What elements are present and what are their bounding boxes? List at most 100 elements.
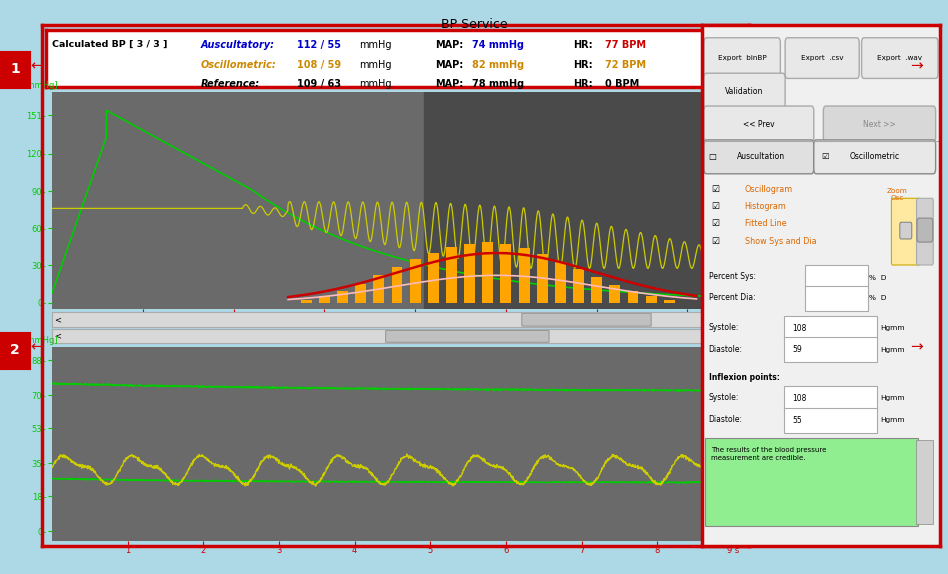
- Text: ←: ←: [30, 59, 43, 73]
- Text: 4: 4: [921, 343, 930, 358]
- Bar: [410, 259, 421, 302]
- Text: HR:: HR:: [574, 79, 593, 89]
- Text: >: >: [723, 315, 731, 324]
- Text: 108: 108: [793, 324, 807, 332]
- Text: Export  binBP: Export binBP: [718, 55, 767, 61]
- Text: >: >: [723, 332, 731, 341]
- Text: 1: 1: [10, 62, 20, 76]
- Bar: [646, 296, 657, 302]
- Text: mmHg: mmHg: [359, 40, 392, 50]
- Text: ☑: ☑: [821, 152, 829, 161]
- FancyBboxPatch shape: [806, 286, 867, 311]
- Text: MAP:: MAP:: [435, 79, 464, 89]
- Text: Oscillometric:: Oscillometric:: [201, 60, 277, 69]
- Text: 109 / 63: 109 / 63: [298, 79, 341, 89]
- FancyBboxPatch shape: [704, 73, 785, 110]
- Text: 77 BPM: 77 BPM: [605, 40, 646, 50]
- Bar: [664, 300, 675, 302]
- Text: Zoom
Osc: Zoom Osc: [887, 188, 908, 201]
- Text: Fitted Line: Fitted Line: [744, 219, 786, 228]
- Text: Validation: Validation: [725, 87, 764, 96]
- FancyBboxPatch shape: [704, 106, 813, 142]
- Text: Systole:: Systole:: [709, 323, 739, 332]
- Text: Systole:: Systole:: [709, 393, 739, 402]
- Text: 72 BPM: 72 BPM: [605, 60, 646, 69]
- Text: □: □: [709, 152, 717, 161]
- Text: Hgmm: Hgmm: [881, 325, 905, 331]
- Text: Hgmm: Hgmm: [881, 417, 905, 423]
- Text: 74 mmHg: 74 mmHg: [472, 40, 524, 50]
- Bar: [337, 291, 348, 302]
- Text: BP Service: BP Service: [441, 18, 507, 32]
- Text: →: →: [910, 340, 922, 355]
- Bar: [425, 92, 733, 309]
- Bar: [392, 267, 403, 302]
- Text: %  D: % D: [868, 274, 886, 281]
- FancyBboxPatch shape: [891, 198, 921, 265]
- FancyBboxPatch shape: [705, 438, 918, 526]
- FancyBboxPatch shape: [916, 440, 933, 524]
- Text: Auscultatory:: Auscultatory:: [201, 40, 275, 50]
- Text: <: <: [54, 315, 62, 324]
- Text: Inflexion points:: Inflexion points:: [709, 373, 779, 382]
- Bar: [483, 242, 493, 302]
- Text: Diastole:: Diastole:: [709, 345, 742, 354]
- Text: Export  .wav: Export .wav: [877, 55, 922, 61]
- Text: HR:: HR:: [574, 40, 593, 50]
- Text: 2: 2: [10, 343, 20, 358]
- Bar: [374, 275, 384, 302]
- FancyBboxPatch shape: [900, 222, 912, 239]
- Text: Histogram: Histogram: [744, 202, 787, 211]
- Text: mmHg: mmHg: [359, 79, 392, 89]
- Text: MAP:: MAP:: [435, 60, 464, 69]
- FancyBboxPatch shape: [386, 331, 549, 342]
- Text: [mmHg]: [mmHg]: [760, 81, 794, 90]
- Bar: [319, 296, 330, 302]
- Text: 3: 3: [921, 62, 930, 76]
- Text: [mmHg]: [mmHg]: [760, 336, 794, 345]
- Text: 82 mmHg: 82 mmHg: [472, 60, 524, 69]
- Bar: [592, 277, 602, 302]
- Bar: [501, 244, 511, 302]
- FancyBboxPatch shape: [806, 265, 867, 290]
- Text: Export  .csv: Export .csv: [801, 55, 844, 61]
- Text: HR:: HR:: [574, 60, 593, 69]
- Text: 59: 59: [793, 346, 802, 355]
- Text: ☑: ☑: [711, 185, 720, 194]
- Text: 108: 108: [793, 394, 807, 403]
- FancyBboxPatch shape: [785, 38, 859, 79]
- Text: ☑: ☑: [711, 219, 720, 228]
- FancyBboxPatch shape: [521, 313, 651, 326]
- FancyBboxPatch shape: [784, 408, 877, 433]
- Bar: [301, 300, 312, 302]
- Text: << Prev: << Prev: [743, 120, 775, 129]
- FancyBboxPatch shape: [917, 218, 933, 242]
- Bar: [574, 269, 584, 302]
- Text: Percent Sys:: Percent Sys:: [709, 272, 756, 281]
- Text: <: <: [54, 332, 62, 341]
- Text: 0 BPM: 0 BPM: [605, 79, 639, 89]
- Text: Hgmm: Hgmm: [881, 347, 905, 353]
- FancyBboxPatch shape: [784, 386, 877, 411]
- FancyBboxPatch shape: [704, 140, 813, 174]
- FancyBboxPatch shape: [862, 38, 938, 79]
- Text: mmHg: mmHg: [359, 60, 392, 69]
- Text: →: →: [910, 59, 922, 73]
- Text: %  D: % D: [868, 296, 886, 301]
- Text: Show Sys and Dia: Show Sys and Dia: [744, 236, 816, 246]
- FancyBboxPatch shape: [813, 140, 936, 174]
- Text: Reference:: Reference:: [201, 79, 260, 89]
- Text: 112 / 55: 112 / 55: [298, 40, 341, 50]
- Bar: [446, 247, 457, 302]
- FancyBboxPatch shape: [824, 106, 936, 142]
- Text: Auscultation: Auscultation: [738, 152, 786, 161]
- FancyBboxPatch shape: [917, 198, 933, 265]
- Text: ☑: ☑: [711, 202, 720, 211]
- Bar: [610, 285, 620, 302]
- Bar: [628, 291, 638, 302]
- Text: Oscillometric: Oscillometric: [849, 152, 900, 161]
- Bar: [555, 262, 566, 302]
- Text: Oscillogram: Oscillogram: [744, 185, 793, 194]
- FancyBboxPatch shape: [784, 338, 877, 362]
- Text: Diastole:: Diastole:: [709, 416, 742, 424]
